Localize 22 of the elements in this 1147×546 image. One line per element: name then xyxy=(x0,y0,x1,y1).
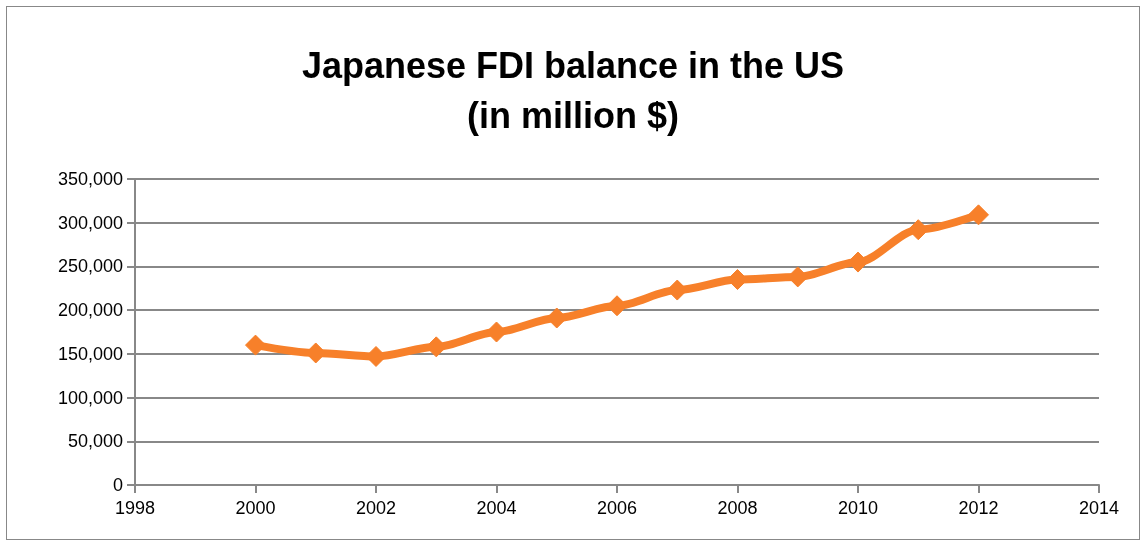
x-tick-label: 2006 xyxy=(596,498,638,518)
x-tick-label: 2012 xyxy=(958,498,999,518)
point xyxy=(486,321,507,343)
x-tick-label: 2014 xyxy=(1078,498,1120,518)
y-tick-label: 300,000 xyxy=(57,212,123,233)
x-tick-label: 2010 xyxy=(837,498,879,518)
y-tick-label: 150,000 xyxy=(57,343,123,364)
x-tick-label: 2000 xyxy=(235,498,276,518)
y-tick-label: 350,000 xyxy=(57,169,123,189)
y-tick-label: 200,000 xyxy=(57,300,123,321)
chart-title: Japanese FDI balance in the US (in million $) xyxy=(301,44,845,136)
point xyxy=(968,204,989,226)
point xyxy=(907,219,929,241)
y-tick-label: 50,000 xyxy=(67,431,123,452)
y-tick-label: 0 xyxy=(112,475,123,495)
point xyxy=(245,334,266,356)
x-tick-label: 1998 xyxy=(114,498,156,518)
x-tick-label: 2008 xyxy=(717,498,758,518)
y-tick-label: 250,000 xyxy=(57,256,123,277)
y-tick-label: 100,000 xyxy=(57,387,123,408)
x-tick-label: 2004 xyxy=(476,498,517,518)
x-tick-label: 2002 xyxy=(355,498,397,518)
